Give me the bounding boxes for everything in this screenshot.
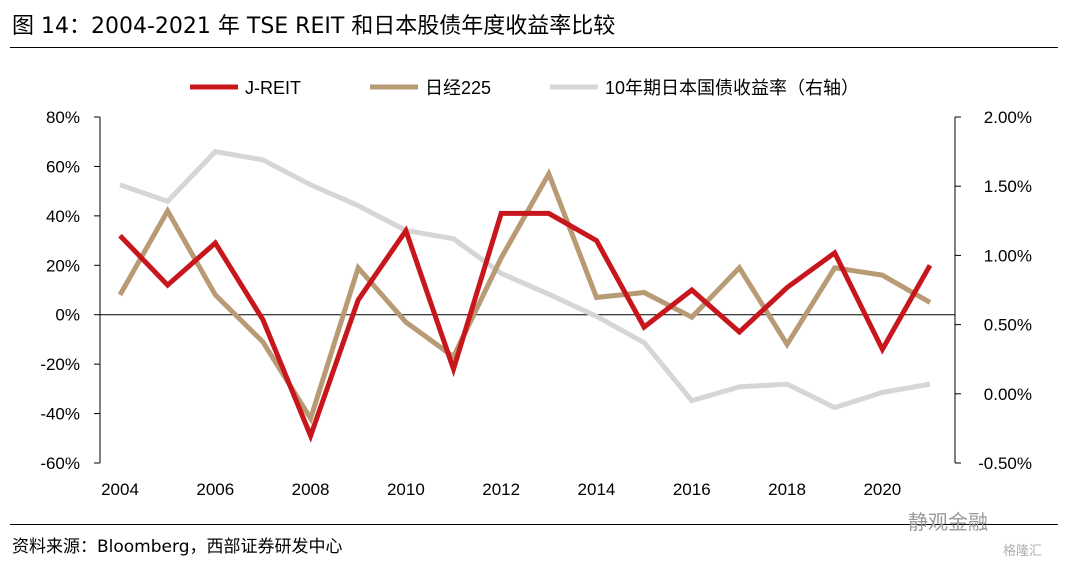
title-divider [10, 47, 1058, 48]
series-line-j-reit [118, 210, 933, 443]
legend-label: 10年期日本国债收益率（右轴） [605, 78, 859, 98]
source-divider [10, 524, 1058, 525]
right-tick-label: 2.00% [984, 108, 1032, 127]
legend-label: 日经225 [425, 78, 491, 98]
chart-title: 图 14：2004-2021 年 TSE REIT 和日本股债年度收益率比较 [12, 14, 616, 39]
left-tick-label: 60% [46, 157, 80, 176]
x-tick-label: 2004 [101, 480, 139, 499]
series-line-jgb-yield [119, 148, 931, 411]
left-tick-label: -20% [40, 355, 80, 374]
left-tick-label: 0% [55, 306, 80, 325]
right-tick-label: 0.00% [984, 385, 1032, 404]
right-tick-label: 1.50% [984, 177, 1032, 196]
right-tick-label: 1.00% [984, 246, 1032, 265]
source-note: 资料来源：Bloomberg，西部证券研发中心 [12, 537, 343, 557]
left-tick-label: 80% [46, 108, 80, 127]
x-tick-label: 2014 [578, 480, 616, 499]
series-line-nikkei225 [117, 167, 932, 425]
right-tick-label: 0.50% [984, 316, 1032, 335]
axes: 80% 60% 40% 20% 0% -20% -40% -60% 2.00% 1.50% 1.00… [40, 108, 1032, 499]
left-tick-label: 40% [46, 207, 80, 226]
watermark: 静观金融 [908, 510, 988, 534]
x-tick-label: 2010 [387, 480, 425, 499]
x-tick-label: 2006 [196, 480, 234, 499]
left-tick-label: 20% [46, 256, 80, 275]
left-tick-label: -60% [40, 454, 80, 473]
x-tick-label: 2008 [292, 480, 330, 499]
x-tick-label: 2016 [673, 480, 711, 499]
right-tick-label: -0.50% [978, 454, 1032, 473]
series-layer [117, 148, 933, 443]
x-tick-label: 2012 [482, 480, 520, 499]
left-tick-label: -40% [40, 405, 80, 424]
x-tick-label: 2020 [863, 480, 901, 499]
legend-label: J-REIT [245, 78, 301, 98]
legend: J-REIT 日经225 10年期日本国债收益率（右轴） [190, 78, 859, 98]
x-tick-label: 2018 [768, 480, 806, 499]
watermark-secondary: 格隆汇 [1003, 544, 1043, 559]
